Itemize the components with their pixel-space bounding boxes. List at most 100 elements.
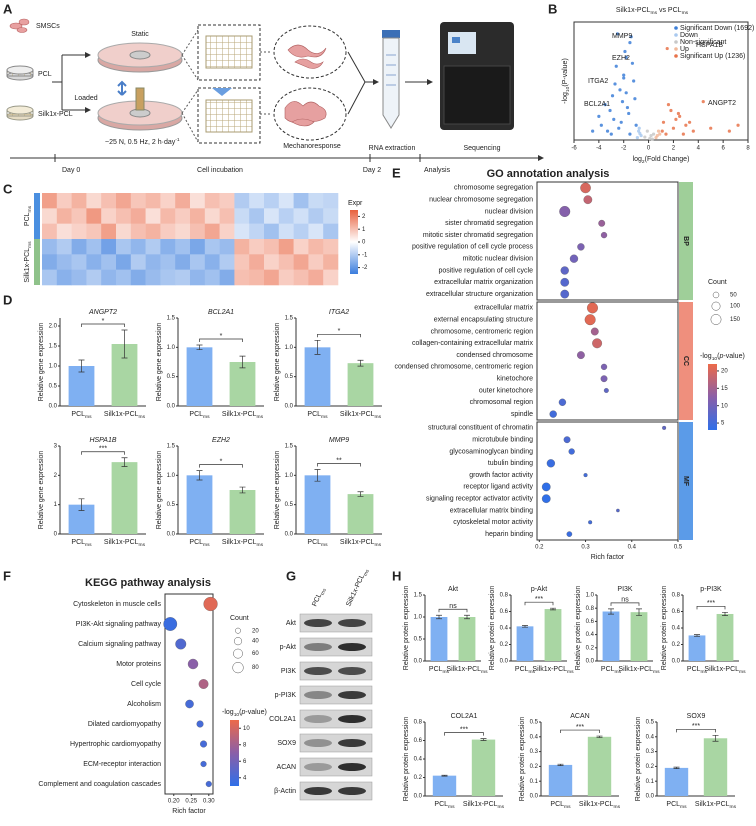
y-tick-label: 0.4 xyxy=(500,626,509,632)
chart-title: HSPA1B xyxy=(89,437,116,444)
y-tick-label: 2 xyxy=(54,473,58,479)
y-axis-label: Relative protein expression xyxy=(635,717,642,802)
y-tick-label: 0.4 xyxy=(586,632,595,638)
y-tick-label: 0.8 xyxy=(672,593,681,599)
y-tick-label: 0.5 xyxy=(646,720,655,726)
point xyxy=(687,120,692,124)
point xyxy=(661,120,666,124)
chart-title: p-Akt xyxy=(531,586,547,593)
x-tick-label: 0.20 xyxy=(168,799,180,805)
label-part: ms xyxy=(682,11,689,16)
bar xyxy=(229,490,256,534)
significance-label: *** xyxy=(707,600,715,607)
point xyxy=(603,103,607,107)
error-bar xyxy=(239,355,246,369)
label-part: PCL xyxy=(687,666,701,673)
blot-band xyxy=(338,763,366,771)
bar xyxy=(587,736,612,796)
y-tick-label: 0.0 xyxy=(414,794,423,800)
point xyxy=(676,111,681,116)
size-legend-label: 50 xyxy=(730,293,737,299)
heat-cell xyxy=(249,239,265,255)
label-part: PCL xyxy=(601,666,615,673)
group-frame xyxy=(536,301,679,421)
term-label: extracellular matrix binding xyxy=(450,507,533,514)
y-tick-label: 0.5 xyxy=(285,502,294,508)
heat-cell xyxy=(234,208,250,224)
y-tick-label: 1.0 xyxy=(167,473,176,479)
label-part: p xyxy=(240,709,245,716)
dot xyxy=(541,482,551,492)
y-tick-label: 0.1 xyxy=(646,779,655,785)
point xyxy=(632,79,636,83)
y-tick-label: 0 xyxy=(54,532,58,538)
row-label: SOX9 xyxy=(277,740,296,747)
scaffold xyxy=(205,35,253,69)
heat-cell xyxy=(116,208,132,224)
blot-band xyxy=(304,787,332,795)
dot xyxy=(590,327,599,336)
significance-label: * xyxy=(338,328,341,335)
panel-letter: E xyxy=(392,165,401,180)
point xyxy=(608,108,612,113)
heat-cell xyxy=(101,239,117,255)
significance-label: * xyxy=(102,318,105,325)
heat-cell xyxy=(204,254,220,270)
heat-cell xyxy=(323,223,339,240)
point xyxy=(637,126,641,130)
label-part: ms xyxy=(85,543,92,548)
panel-letter: D xyxy=(3,292,12,307)
term-label: Calcium signaling pathway xyxy=(78,641,161,648)
group-label: BP xyxy=(682,236,689,246)
term-label: spindle xyxy=(511,411,533,418)
x-tick-label: Silk1x-PCLms xyxy=(618,666,660,675)
point xyxy=(660,129,664,133)
y-tick-label: 0.0 xyxy=(586,659,595,665)
heat-cell xyxy=(101,193,117,209)
term-label: kinetochore xyxy=(497,376,533,383)
label-part: ~25 N, 0.5 Hz, 2 h·day xyxy=(105,139,176,146)
x-tick-label: PCLms xyxy=(515,666,536,675)
heat-cell xyxy=(101,269,117,286)
heat-cell xyxy=(160,193,176,209)
heat-cell xyxy=(278,254,294,270)
point xyxy=(637,129,641,133)
y-tick-label: 0.4 xyxy=(646,734,655,740)
x-tick-label: PCLms xyxy=(307,539,328,548)
heat-cell xyxy=(293,254,309,270)
heat-cell xyxy=(204,239,220,255)
heat-cell xyxy=(86,223,102,240)
heat-cell xyxy=(293,208,309,224)
heat-cell xyxy=(190,193,206,209)
y-tick-label: 1.0 xyxy=(285,473,294,479)
group-label: PCLms xyxy=(24,205,33,226)
y-tick-label: 1 xyxy=(54,502,58,508)
label-part: (Fold Change) xyxy=(645,156,690,163)
heat-cell xyxy=(308,208,324,224)
y-tick-label: 1.5 xyxy=(167,316,176,322)
x-tick-label: Silk1x-PCLms xyxy=(340,411,382,420)
heat-cell xyxy=(160,269,176,286)
x-tick-label: Silk1x-PCLms xyxy=(532,666,574,675)
label-part: Silk1x-PCL xyxy=(618,666,653,673)
significance-bracket xyxy=(199,338,243,342)
label-part: ms xyxy=(498,805,505,810)
size-legend-marker xyxy=(711,301,721,311)
label: Mechanoresponse xyxy=(283,143,341,150)
dot xyxy=(198,679,209,689)
size-legend-title: Count xyxy=(230,615,249,622)
blot-strip xyxy=(299,637,373,657)
point xyxy=(624,91,628,95)
heat-cell xyxy=(204,208,220,224)
point xyxy=(622,73,626,77)
label-part: ms xyxy=(739,670,746,675)
legend-marker xyxy=(674,33,678,37)
heat-cell xyxy=(219,193,235,209)
term-label: nuclear chromosome segregation xyxy=(429,197,533,204)
blot-band xyxy=(338,691,366,699)
heat-cell xyxy=(264,208,280,224)
y-tick-label: 1.5 xyxy=(285,444,294,450)
blot-band xyxy=(304,691,332,699)
y-tick-label: 1.0 xyxy=(49,364,58,370)
plot-frame xyxy=(573,21,749,141)
